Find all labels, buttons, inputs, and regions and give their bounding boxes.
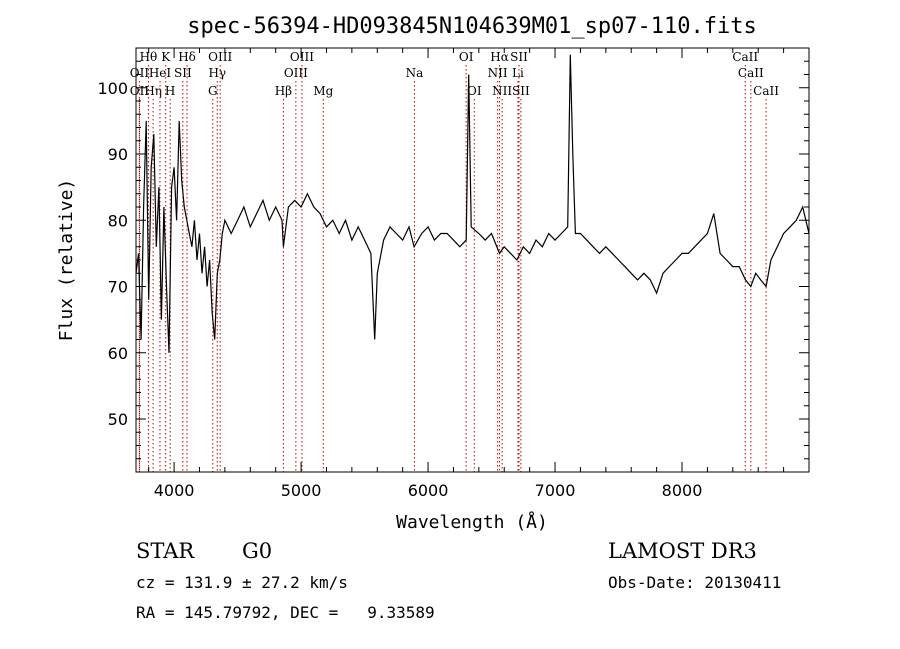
plot-frame: [135, 47, 810, 473]
object-class: STAR: [136, 539, 195, 563]
x-tick-label-2: 6000: [408, 481, 449, 500]
line-marker-label-13: OIII: [290, 50, 314, 64]
line-marker-label-25: CaII: [732, 50, 758, 64]
line-marker-label-23: NII: [492, 84, 512, 98]
chart-title: spec-56394-HD093845N104639M01_sp07-110.f…: [187, 14, 757, 39]
line-marker-label-27: CaII: [753, 84, 779, 98]
line-marker-label-12: Hβ: [275, 84, 292, 98]
object-subclass: G0: [242, 539, 273, 563]
y-tick-label-1: 60: [108, 344, 128, 363]
survey-name: LAMOST DR3: [608, 539, 757, 563]
line-marker-label-5: K: [161, 50, 171, 64]
line-marker-label-11: G: [208, 84, 218, 98]
y-tick-label-3: 80: [108, 211, 128, 230]
line-marker-label-6: SII: [174, 66, 192, 80]
x-tick-label-0: 4000: [154, 481, 195, 500]
line-marker-label-7: H: [165, 84, 175, 98]
y-tick-label-4: 90: [108, 145, 128, 164]
obs-date: Obs-Date: 20130411: [608, 573, 782, 592]
line-marker-label-22: Li: [512, 66, 524, 80]
x-tick-label-1: 5000: [281, 481, 322, 500]
line-marker-label-3: Hη: [144, 84, 162, 98]
line-marker-label-26: CaII: [738, 66, 764, 80]
y-tick-label-5: 100: [97, 79, 128, 98]
y-axis-label: Flux (relative): [56, 179, 77, 342]
line-marker-label-24: SII: [512, 84, 530, 98]
line-marker-label-9: OIII: [208, 50, 232, 64]
line-marker-label-0: Hθ: [140, 50, 158, 64]
y-tick-label-2: 70: [108, 278, 128, 297]
spectrum-line: [135, 54, 810, 353]
line-marker-label-20: SII: [510, 50, 528, 64]
coordinates: RA = 145.79792, DEC = 9.33589: [136, 603, 435, 622]
line-marker-label-4: HeI: [149, 66, 172, 80]
x-tick-label-3: 7000: [535, 481, 576, 500]
line-marker-label-1: OII: [130, 66, 150, 80]
line-marker-label-19: Hα: [490, 50, 509, 64]
line-marker-label-10: Hγ: [208, 66, 226, 80]
x-tick-label-4: 8000: [662, 481, 703, 500]
line-marker-label-21: NII: [488, 66, 508, 80]
line-marker-label-16: Na: [406, 66, 424, 80]
line-marker-label-14: OIII: [284, 66, 308, 80]
redshift-info: cz = 131.9 ± 27.2 km/s: [136, 573, 348, 592]
axis-ticks: 4000 5000 6000 7000 8000 50 60 70 80 90 100: [97, 47, 809, 500]
x-axis-label: Wavelength (Å): [396, 511, 548, 533]
line-marker-label-15: Mg: [313, 84, 333, 98]
line-marker-label-17: OI: [459, 50, 474, 64]
y-tick-label-0: 50: [108, 410, 128, 429]
line-marker-label-8: Hδ: [178, 50, 196, 64]
line-marker-label-18: OI: [467, 84, 482, 98]
